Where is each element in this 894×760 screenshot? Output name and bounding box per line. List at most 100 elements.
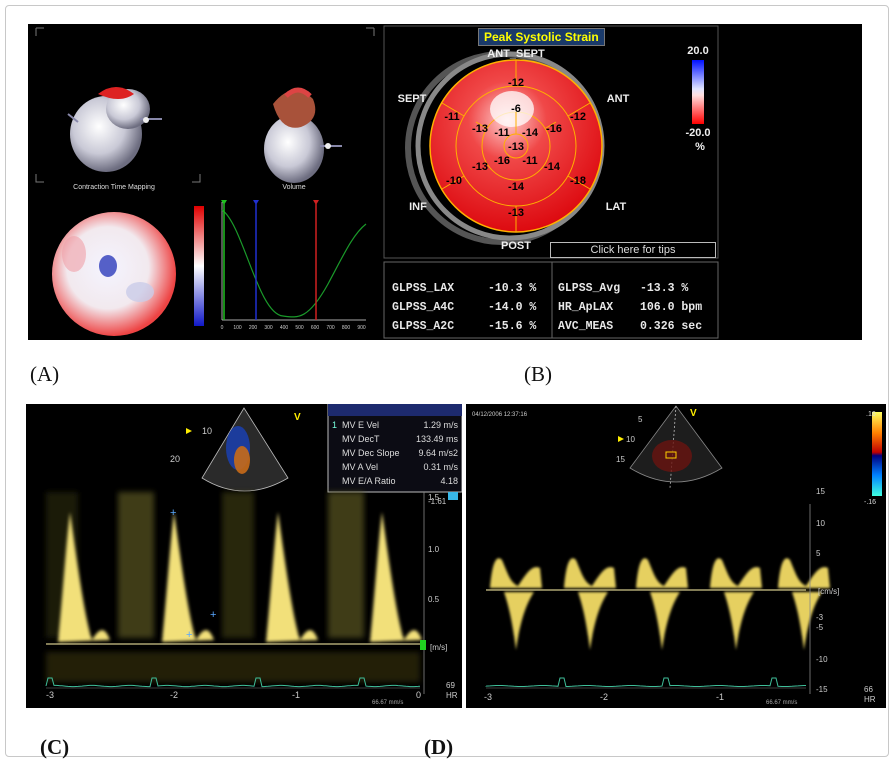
metric-name: GLPSS_LAX (392, 282, 455, 295)
measurement-value: 4.18 (440, 476, 458, 486)
scale-d-3: 5 (816, 549, 821, 558)
measurement-name: MV A Vel (342, 462, 378, 472)
timing-tick: 400 (280, 325, 289, 331)
scale-max: 20.0 (687, 45, 708, 57)
metric-value: -15.6 % (488, 320, 537, 333)
measurement-box (327, 404, 462, 493)
date-d: 04/12/2006 12:37:16 (472, 412, 528, 418)
measurement-name: MV E/A Ratio (342, 476, 396, 486)
e-wave (162, 512, 214, 642)
strain-value: -10 (446, 175, 462, 187)
e-prime-wave (724, 592, 754, 650)
segment-ant-sept: ANT_SEPT (487, 48, 545, 60)
strain-value: -11 (494, 127, 509, 139)
depth-d-1: 5 (638, 415, 643, 424)
measurement-name: MV E Vel (342, 420, 379, 430)
segment-post: POST (501, 240, 531, 252)
scale-d-2: 10 (816, 519, 825, 528)
measurement-name: MV Dec Slope (342, 448, 400, 458)
colorbar-d (872, 412, 882, 496)
e-prime-wave (650, 592, 680, 650)
hr-value-d: 66 (864, 685, 873, 694)
strain-value: -11 (444, 111, 459, 123)
strain-value: -14 (544, 161, 561, 173)
metric-value: 106.0 bpm (640, 301, 703, 314)
caliper-e: + (170, 507, 176, 519)
hr-value-c: 69 (446, 681, 455, 690)
timing-plot: 0 100 200 300 400 500 600 700 800 900 (221, 200, 367, 331)
panel-b: -12 -6 -11 -13 -11 -14 -16 -12 -13 -13 -16 -11 -14 -1… (382, 24, 862, 340)
hr-label-c: HR (446, 691, 458, 700)
measurement-value: 1.29 m/s (423, 420, 458, 430)
scale-d-1: 15 (816, 487, 825, 496)
panel-b-canvas: -12-6-11-13 -11 -14 -16-12-13-13 -16 -11 -14-1… (383, 25, 719, 339)
hr-label-d: HR (864, 695, 876, 704)
e-prime-wave (578, 592, 608, 650)
metric-name: HR_ApLAX (558, 301, 614, 314)
heart-3d-left (67, 87, 162, 172)
scale-min: -20.0 (685, 127, 710, 139)
metric-value: -14.0 % (488, 301, 537, 314)
e-prime-wave (504, 592, 534, 650)
bullseye-a (52, 212, 176, 336)
s-wave (490, 558, 542, 588)
scale-top-c: -1.61 (428, 497, 447, 506)
panel-a: Contraction Time Mapping Volume 0 100 200 3… (28, 24, 382, 340)
label-a: (A) (30, 362, 60, 386)
colorbar-top-d: .16 (866, 411, 876, 418)
s-wave (710, 558, 762, 588)
doppler-sector-c: V 10 20 (170, 407, 301, 492)
doppler-sector-d: V 5 10 15 (616, 405, 723, 489)
strain-value: -13 (508, 141, 524, 153)
time-d-1: -3 (484, 692, 492, 702)
metric-left-row: GLPSS_A4C -14.0 % (392, 301, 536, 314)
strain-value: -14 (522, 127, 539, 139)
s-wave (778, 558, 830, 588)
strain-value: -13 (472, 123, 488, 135)
measurement-value: 0.31 m/s (423, 462, 458, 472)
measurement-name: MV DecT (342, 434, 380, 444)
strain-value: -16 (494, 155, 510, 167)
time-c-4: 0 (416, 690, 421, 700)
strain-value: -12 (570, 111, 586, 123)
time-d-2: -2 (600, 692, 608, 702)
metric-name: AVC_MEAS (558, 320, 614, 333)
label-c: (C) (40, 735, 70, 759)
scale-d-6: -10 (816, 655, 828, 664)
strain-value: -11 (522, 155, 537, 167)
panel-c: V 10 20 1 MV E Vel 1.29 m/s MV DecT 133.49 m… (26, 404, 462, 708)
depth-d-3: 15 (616, 455, 625, 464)
metric-left-row: GLPSS_LAX -10.3 % (392, 282, 536, 295)
scale-c-3: 0.5 (428, 595, 440, 604)
e-wave (370, 512, 422, 642)
scale-d-4: -3 (816, 613, 824, 622)
metric-right-row: AVC_MEAS 0.326 sec (558, 320, 702, 333)
probe-d: V (690, 408, 697, 419)
strain-value: -16 (546, 123, 562, 135)
time-c-1: -3 (46, 690, 54, 700)
timing-tick: 0 (221, 325, 224, 331)
strain-value: -14 (508, 181, 525, 193)
tissue-doppler-d (485, 558, 830, 687)
scale-c-1: 1.5 (428, 493, 440, 502)
timing-tick: 800 (342, 325, 351, 331)
label-b: (B) (524, 362, 552, 386)
strain-title: Peak Systolic Strain (478, 28, 605, 46)
segment-sept: SEPT (398, 93, 427, 105)
unit-c: [m/s] (430, 643, 447, 652)
metric-left-row: GLPSS_A2C -15.6 % (392, 320, 536, 333)
metric-name: GLPSS_Avg (558, 282, 621, 295)
metric-name: GLPSS_A2C (392, 320, 455, 333)
measurement-index: 1 (332, 420, 337, 430)
segment-inf: INF (409, 201, 427, 213)
timing-tick: 500 (295, 325, 304, 331)
strain-bullseye: -12-6-11-13 -11 -14 -16-12-13-13 -16 -11 -14-1… (429, 59, 603, 233)
timing-tick: 300 (264, 325, 273, 331)
caption-contraction: Contraction Time Mapping (73, 184, 155, 191)
tips-button[interactable]: Click here for tips (550, 242, 716, 258)
strain-value: -13 (472, 161, 488, 173)
caliper-dec: + (186, 629, 192, 641)
doppler-spectrum-c (45, 492, 422, 688)
label-d: (D) (424, 735, 454, 759)
time-c-2: -2 (170, 690, 178, 700)
